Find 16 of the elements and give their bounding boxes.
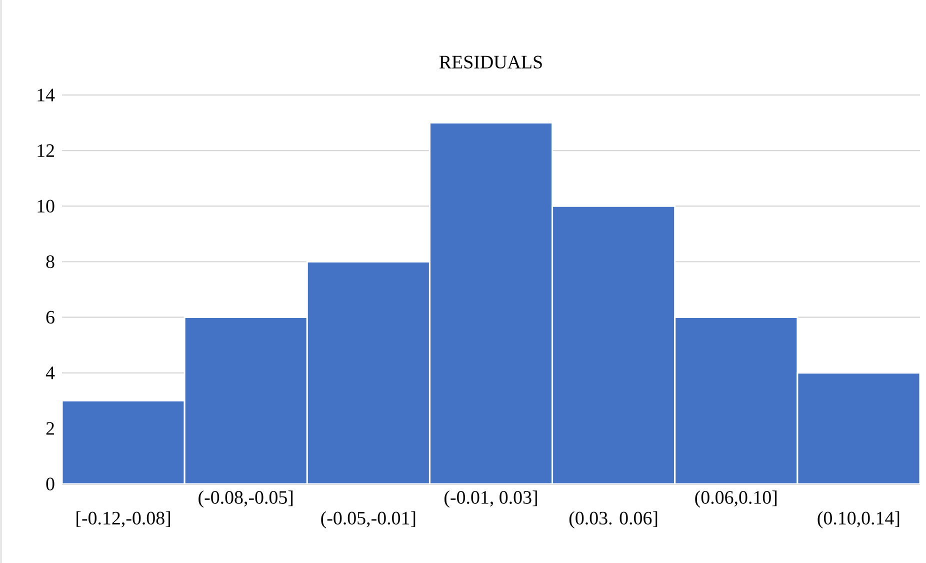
y-tick-label: 14 bbox=[38, 88, 55, 102]
y-tick-label: 10 bbox=[38, 200, 54, 213]
x-tick-label: (-0.05,-0.01] bbox=[321, 511, 416, 528]
x-tick-label: [-0.12,-0.08] bbox=[76, 511, 170, 528]
y-tick-label: 0 bbox=[46, 478, 54, 490]
y-tick-label: 12 bbox=[38, 144, 54, 157]
chart-title: RESIDUALS bbox=[439, 56, 542, 68]
x-tick-label: (0.10,0.14] bbox=[818, 511, 900, 528]
y-tick-label: 8 bbox=[46, 255, 54, 268]
y-tick-label: 2 bbox=[46, 422, 54, 435]
x-tick-label: (-0.08,-0.05] bbox=[198, 490, 293, 508]
x-tick-label: (0.03. 0.06] bbox=[569, 511, 658, 528]
y-tick-label: 6 bbox=[46, 310, 54, 324]
x-tick-label: (0.06,0.10] bbox=[695, 490, 777, 508]
x-tick-label: (-0.01, 0.03] bbox=[444, 490, 537, 508]
y-tick-label: 4 bbox=[46, 366, 55, 380]
